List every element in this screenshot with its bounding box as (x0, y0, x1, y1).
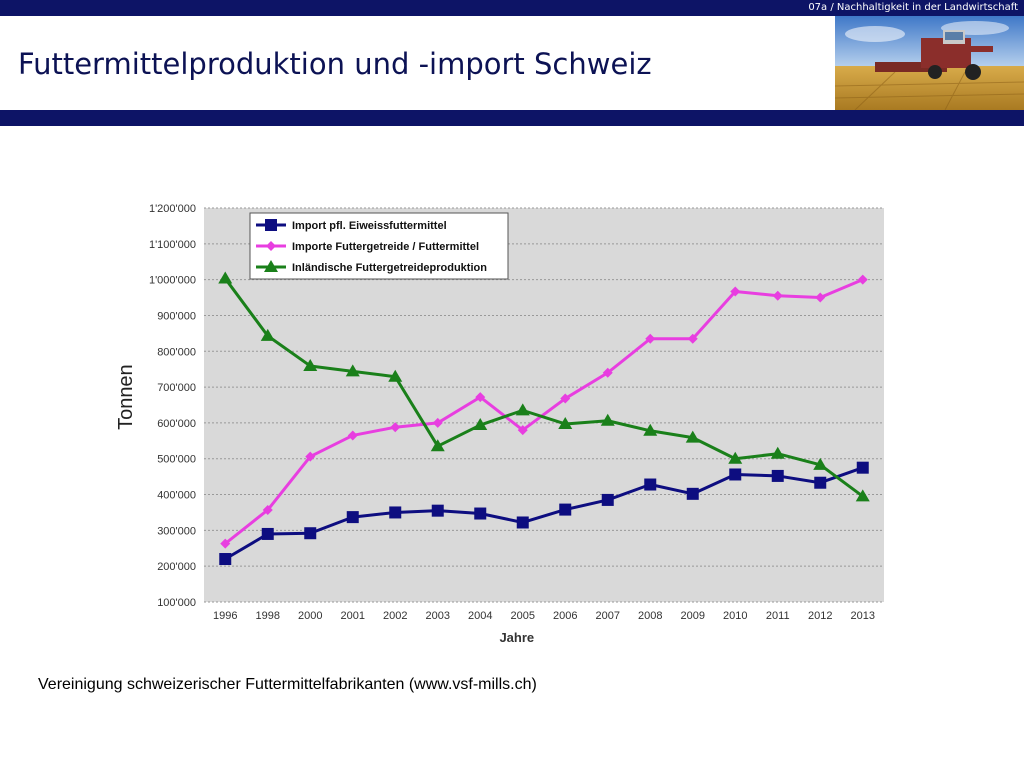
y-tick-label: 400'000 (157, 490, 196, 502)
chart-container: 100'000 200'000 300'000 400'000 500'000 600'0… (112, 190, 896, 652)
data-point (261, 527, 274, 540)
x-tick-label: 2010 (723, 610, 747, 622)
y-tick-label: 900'000 (157, 310, 196, 322)
data-point (560, 393, 571, 404)
y-tick-label: 200'000 (157, 561, 196, 573)
data-point (475, 392, 486, 403)
legend-label: Importe Futtergetreide / Futtermittel (292, 241, 479, 253)
series-line-2 (224, 278, 864, 545)
x-tick-label: 2000 (298, 610, 322, 622)
combine-harvester-photo (835, 16, 1024, 110)
x-tick-label: 2004 (468, 610, 492, 622)
data-point (388, 369, 403, 382)
legend-marker (266, 241, 276, 251)
y-tick-label: 100'000 (157, 597, 196, 609)
data-point (431, 504, 444, 517)
data-point (687, 333, 698, 344)
data-point (303, 358, 318, 371)
section-label: 07a / Nachhaltigkeit in der Landwirtscha… (808, 2, 1018, 13)
data-point (474, 507, 487, 520)
y-tick-label: 800'000 (157, 346, 196, 358)
data-point (304, 527, 317, 540)
data-point (390, 422, 401, 433)
data-point (856, 461, 869, 474)
data-point (771, 469, 784, 482)
data-point (305, 451, 316, 462)
data-point (857, 274, 868, 285)
data-point (389, 506, 402, 519)
legend-box (249, 212, 509, 280)
data-point (602, 367, 613, 378)
source-citation: Vereinigung schweizerischer Futtermittel… (38, 676, 537, 693)
x-tick-label: 2001 (341, 610, 365, 622)
y-tick-label: 1'100'000 (149, 239, 196, 251)
data-point (643, 423, 658, 436)
data-point (515, 403, 530, 416)
page-title: Futtermittelproduktion und -import Schwe… (18, 47, 652, 81)
x-tick-label: 2007 (596, 610, 620, 622)
y-tick-label: 600'000 (157, 418, 196, 430)
data-point (432, 417, 443, 428)
data-point (430, 439, 445, 452)
data-point (516, 516, 529, 529)
x-tick-label: 1998 (256, 610, 280, 622)
y-axis-title: Tonnen (115, 364, 137, 430)
data-point (559, 503, 572, 516)
x-tick-label: 2011 (766, 610, 790, 622)
x-tick-label: 2006 (553, 610, 577, 622)
header-bottom-bar (0, 110, 1024, 126)
series-line-3 (224, 277, 864, 498)
data-point (262, 504, 273, 515)
data-point (345, 364, 360, 377)
x-tick-label: 2003 (426, 610, 450, 622)
data-point (347, 430, 358, 441)
data-point (558, 416, 573, 429)
line-chart: 100'000 200'000 300'000 400'000 500'000 600'0… (115, 203, 884, 645)
data-point (855, 489, 870, 502)
data-point (218, 271, 233, 284)
x-tick-label: 1996 (213, 610, 237, 622)
x-tick-label: 2002 (383, 610, 407, 622)
data-point (600, 413, 615, 426)
data-point (815, 292, 826, 303)
data-point (730, 286, 741, 297)
x-tick-label: 2009 (681, 610, 705, 622)
data-point (219, 553, 232, 566)
data-point (685, 430, 700, 443)
data-point (686, 487, 699, 500)
data-point (346, 511, 359, 524)
data-point (729, 468, 742, 481)
legend-label: Import pfl. Eiweissfuttermittel (292, 220, 447, 232)
combine-harvester-field-photo-icon (835, 16, 1024, 110)
y-tick-label: 500'000 (157, 454, 196, 466)
data-point (644, 478, 657, 491)
data-point (601, 493, 614, 506)
data-point (473, 418, 488, 431)
x-tick-label: 2012 (808, 610, 832, 622)
y-tick-label: 700'000 (157, 382, 196, 394)
data-point (260, 328, 275, 341)
header-top-bar: 07a / Nachhaltigkeit in der Landwirtscha… (0, 0, 1024, 16)
data-point (645, 333, 656, 344)
y-tick-label: 300'000 (157, 525, 196, 537)
y-tick-label: 1'200'000 (149, 203, 196, 215)
legend-marker (265, 219, 277, 231)
legend-label: Inländische Futtergetreideproduktion (292, 262, 487, 274)
data-point (517, 425, 528, 436)
data-point (814, 476, 827, 489)
data-point (770, 446, 785, 459)
legend-marker (264, 260, 278, 272)
data-point (813, 457, 828, 470)
x-tick-label: 2013 (851, 610, 875, 622)
x-tick-label: 2005 (511, 610, 535, 622)
series-line-1 (224, 466, 864, 561)
data-point (728, 451, 743, 464)
data-point (220, 538, 231, 549)
x-axis-title: Jahre (499, 630, 534, 645)
y-tick-label: 1'000'000 (149, 275, 196, 287)
x-tick-label: 2008 (638, 610, 662, 622)
data-point (772, 290, 783, 301)
